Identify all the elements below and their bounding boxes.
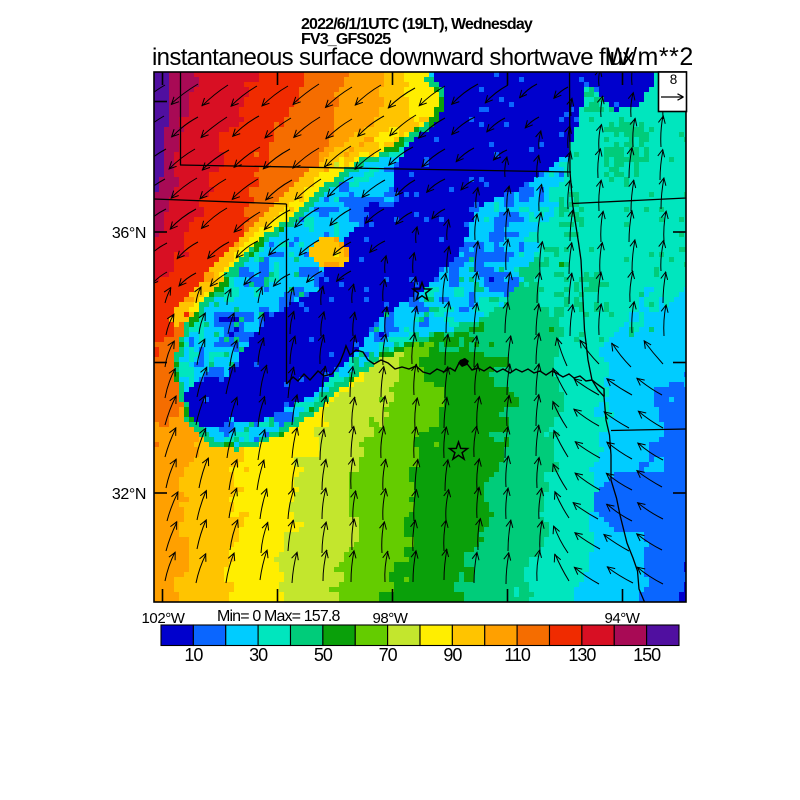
svg-text:8: 8 bbox=[670, 72, 678, 87]
svg-text:50: 50 bbox=[314, 645, 333, 665]
svg-text:102°W: 102°W bbox=[142, 610, 186, 627]
svg-text:W/m**2: W/m**2 bbox=[606, 43, 694, 71]
svg-text:98°W: 98°W bbox=[372, 610, 408, 627]
svg-text:130: 130 bbox=[568, 645, 596, 665]
svg-text:36°N: 36°N bbox=[112, 225, 146, 242]
svg-text:110: 110 bbox=[504, 645, 531, 665]
svg-text:Min= 0 Max= 157.8: Min= 0 Max= 157.8 bbox=[217, 608, 340, 625]
svg-text:70: 70 bbox=[379, 645, 398, 665]
svg-text:FV3_GFS025: FV3_GFS025 bbox=[301, 31, 391, 48]
svg-text:32°N: 32°N bbox=[112, 486, 146, 503]
svg-text:94°W: 94°W bbox=[604, 610, 640, 627]
svg-text:10: 10 bbox=[184, 645, 203, 665]
svg-text:2022/6/1/1UTC (19LT), Wednesda: 2022/6/1/1UTC (19LT), Wednesday bbox=[301, 16, 533, 33]
svg-text:instantaneous surface downward: instantaneous surface downward shortwave… bbox=[152, 44, 634, 71]
svg-text:30: 30 bbox=[249, 645, 268, 665]
svg-text:150: 150 bbox=[633, 645, 661, 665]
svg-text:90: 90 bbox=[443, 645, 462, 665]
